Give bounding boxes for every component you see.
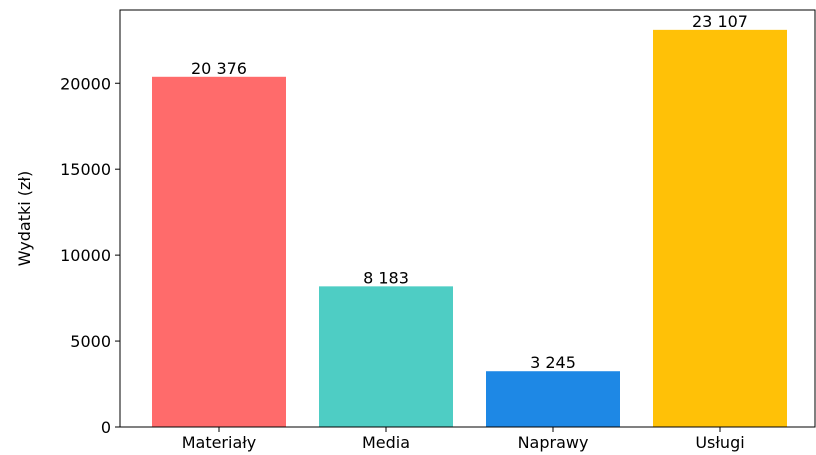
y-tick-label-0: 0 (101, 418, 111, 437)
y-tick-label-2: 10000 (60, 246, 111, 265)
y-axis: 0 5000 10000 15000 20000 (60, 74, 120, 437)
x-tick-label-0: Materiały (182, 433, 257, 452)
x-tick-label-2: Naprawy (518, 433, 589, 452)
y-axis-title: Wydatki (zł) (15, 171, 34, 266)
plot-frame (119, 9, 816, 428)
data-labels-layer: 20 376 8 183 3 245 23 107 (191, 12, 748, 372)
y-tick-label-4: 20000 (60, 74, 111, 93)
bar-value-label-2: 3 245 (530, 353, 576, 372)
bar-2 (486, 371, 620, 427)
bars-layer (152, 29, 787, 428)
bar-0 (152, 76, 286, 427)
bar-1 (319, 286, 453, 427)
bar-value-label-0: 20 376 (191, 59, 247, 78)
x-tick-label-3: Usługi (695, 433, 744, 452)
bar-value-label-3: 23 107 (692, 12, 748, 31)
y-tick-label-3: 15000 (60, 160, 111, 179)
bar-value-label-1: 8 183 (363, 268, 409, 287)
bar-3 (653, 29, 787, 428)
x-axis: Materiały Media Naprawy Usługi (182, 427, 745, 452)
y-tick-label-1: 5000 (70, 332, 111, 351)
x-tick-label-1: Media (362, 433, 410, 452)
